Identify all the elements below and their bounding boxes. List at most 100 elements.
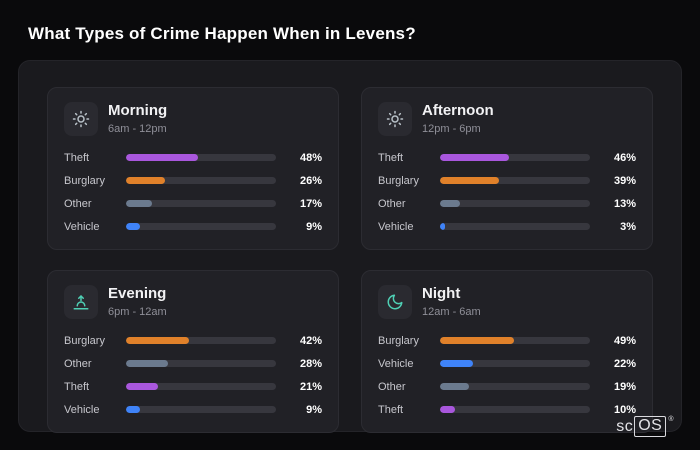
bar-fill	[440, 177, 499, 184]
bar-track	[440, 406, 590, 413]
bar-percent: 9%	[306, 220, 322, 233]
bar-fill	[126, 360, 168, 367]
bar-row: Theft 10%	[378, 401, 636, 418]
bar-percent: 9%	[306, 403, 322, 416]
card-morning: Morning 6am - 12pm Theft 48% Burglary 26…	[47, 87, 339, 250]
bar-track	[126, 360, 276, 367]
card-header: Evening 6pm - 12am	[64, 285, 322, 319]
card-heading: Night 12am - 6am	[422, 286, 481, 318]
bar-label: Other	[64, 197, 92, 210]
bar-row: Other 13%	[378, 195, 636, 212]
sunset-icon	[73, 295, 89, 310]
bar-label: Vehicle	[378, 357, 414, 370]
scos-logo-boxed: OS	[634, 416, 667, 437]
bar-percent: 17%	[299, 197, 322, 210]
bar-fill	[440, 154, 509, 161]
card-subtitle: 12am - 6am	[422, 305, 481, 318]
bar-track	[126, 406, 276, 413]
card-subtitle: 12pm - 6pm	[422, 122, 481, 135]
bar-track	[440, 200, 590, 207]
icon-tile	[64, 102, 98, 136]
bar-fill	[440, 337, 514, 344]
bar-rows: Burglary 42% Other 28% Theft 21%	[64, 332, 322, 418]
bar-percent: 48%	[299, 151, 322, 164]
bar-label: Vehicle	[64, 403, 100, 416]
bar-track	[440, 383, 590, 390]
scos-logo: sc OS ®	[616, 416, 674, 437]
page-title: What Types of Crime Happen When in Leven…	[28, 24, 416, 43]
cards-grid: Morning 6am - 12pm Theft 48% Burglary 26…	[47, 87, 653, 433]
card-header: Morning 6am - 12pm	[64, 102, 322, 136]
bar-label: Burglary	[64, 334, 105, 347]
bar-percent: 22%	[613, 357, 636, 370]
sun-icon	[72, 110, 90, 128]
icon-tile	[64, 285, 98, 319]
bar-fill	[440, 200, 460, 207]
bar-label: Other	[378, 380, 406, 393]
bar-percent: 21%	[299, 380, 322, 393]
bar-fill	[126, 154, 198, 161]
card-title: Evening	[108, 285, 167, 303]
card-heading: Morning 6am - 12pm	[108, 103, 167, 135]
bar-fill	[440, 360, 473, 367]
crime-times-panel: Morning 6am - 12pm Theft 48% Burglary 26…	[18, 60, 682, 433]
bar-row: Other 17%	[64, 195, 322, 212]
bar-row: Other 19%	[378, 378, 636, 395]
bar-label: Theft	[378, 151, 404, 164]
bar-label: Theft	[64, 151, 90, 164]
bar-track	[440, 223, 590, 230]
bar-percent: 49%	[613, 334, 636, 347]
bar-fill	[126, 383, 158, 390]
bar-fill	[126, 177, 165, 184]
bar-fill	[440, 223, 445, 230]
bar-label: Burglary	[378, 174, 419, 187]
bar-track	[126, 154, 276, 161]
bar-row: Other 28%	[64, 355, 322, 372]
card-title: Afternoon	[422, 102, 494, 120]
bar-percent: 19%	[613, 380, 636, 393]
card-header: Afternoon 12pm - 6pm	[378, 102, 636, 136]
bar-row: Vehicle 3%	[378, 218, 636, 235]
bar-row: Vehicle 22%	[378, 355, 636, 372]
bar-label: Vehicle	[378, 220, 414, 233]
bar-row: Theft 48%	[64, 149, 322, 166]
bar-percent: 10%	[613, 403, 636, 416]
card-heading: Evening 6pm - 12am	[108, 286, 167, 318]
bar-percent: 42%	[299, 334, 322, 347]
bar-row: Burglary 26%	[64, 172, 322, 189]
bar-fill	[126, 223, 140, 230]
card-header: Night 12am - 6am	[378, 285, 636, 319]
bar-label: Other	[378, 197, 406, 210]
card-title: Morning	[108, 102, 168, 120]
bar-fill	[440, 383, 469, 390]
card-afternoon: Afternoon 12pm - 6pm Theft 46% Burglary …	[361, 87, 653, 250]
page: What Types of Crime Happen When in Leven…	[18, 24, 682, 433]
icon-tile	[378, 102, 412, 136]
bar-percent: 39%	[613, 174, 636, 187]
bar-row: Theft 21%	[64, 378, 322, 395]
card-subtitle: 6pm - 12am	[108, 305, 167, 318]
sun-icon	[386, 110, 404, 128]
bar-track	[126, 337, 276, 344]
bar-fill	[126, 406, 140, 413]
scos-logo-prefix: sc	[616, 417, 634, 435]
bar-track	[440, 177, 590, 184]
bar-label: Burglary	[378, 334, 419, 347]
card-evening: Evening 6pm - 12am Burglary 42% Other 28…	[47, 270, 339, 433]
bar-fill	[126, 200, 152, 207]
bar-row: Vehicle 9%	[64, 218, 322, 235]
bar-percent: 26%	[299, 174, 322, 187]
bar-percent: 13%	[613, 197, 636, 210]
bar-track	[126, 383, 276, 390]
bar-percent: 3%	[620, 220, 636, 233]
bar-row: Burglary 49%	[378, 332, 636, 349]
bar-percent: 46%	[613, 151, 636, 164]
card-night: Night 12am - 6am Burglary 49% Vehicle 22…	[361, 270, 653, 433]
bar-percent: 28%	[299, 357, 322, 370]
bar-track	[126, 177, 276, 184]
bar-track	[126, 223, 276, 230]
bar-track	[440, 337, 590, 344]
card-title: Night	[422, 285, 461, 303]
bar-track	[440, 154, 590, 161]
bar-row: Burglary 39%	[378, 172, 636, 189]
